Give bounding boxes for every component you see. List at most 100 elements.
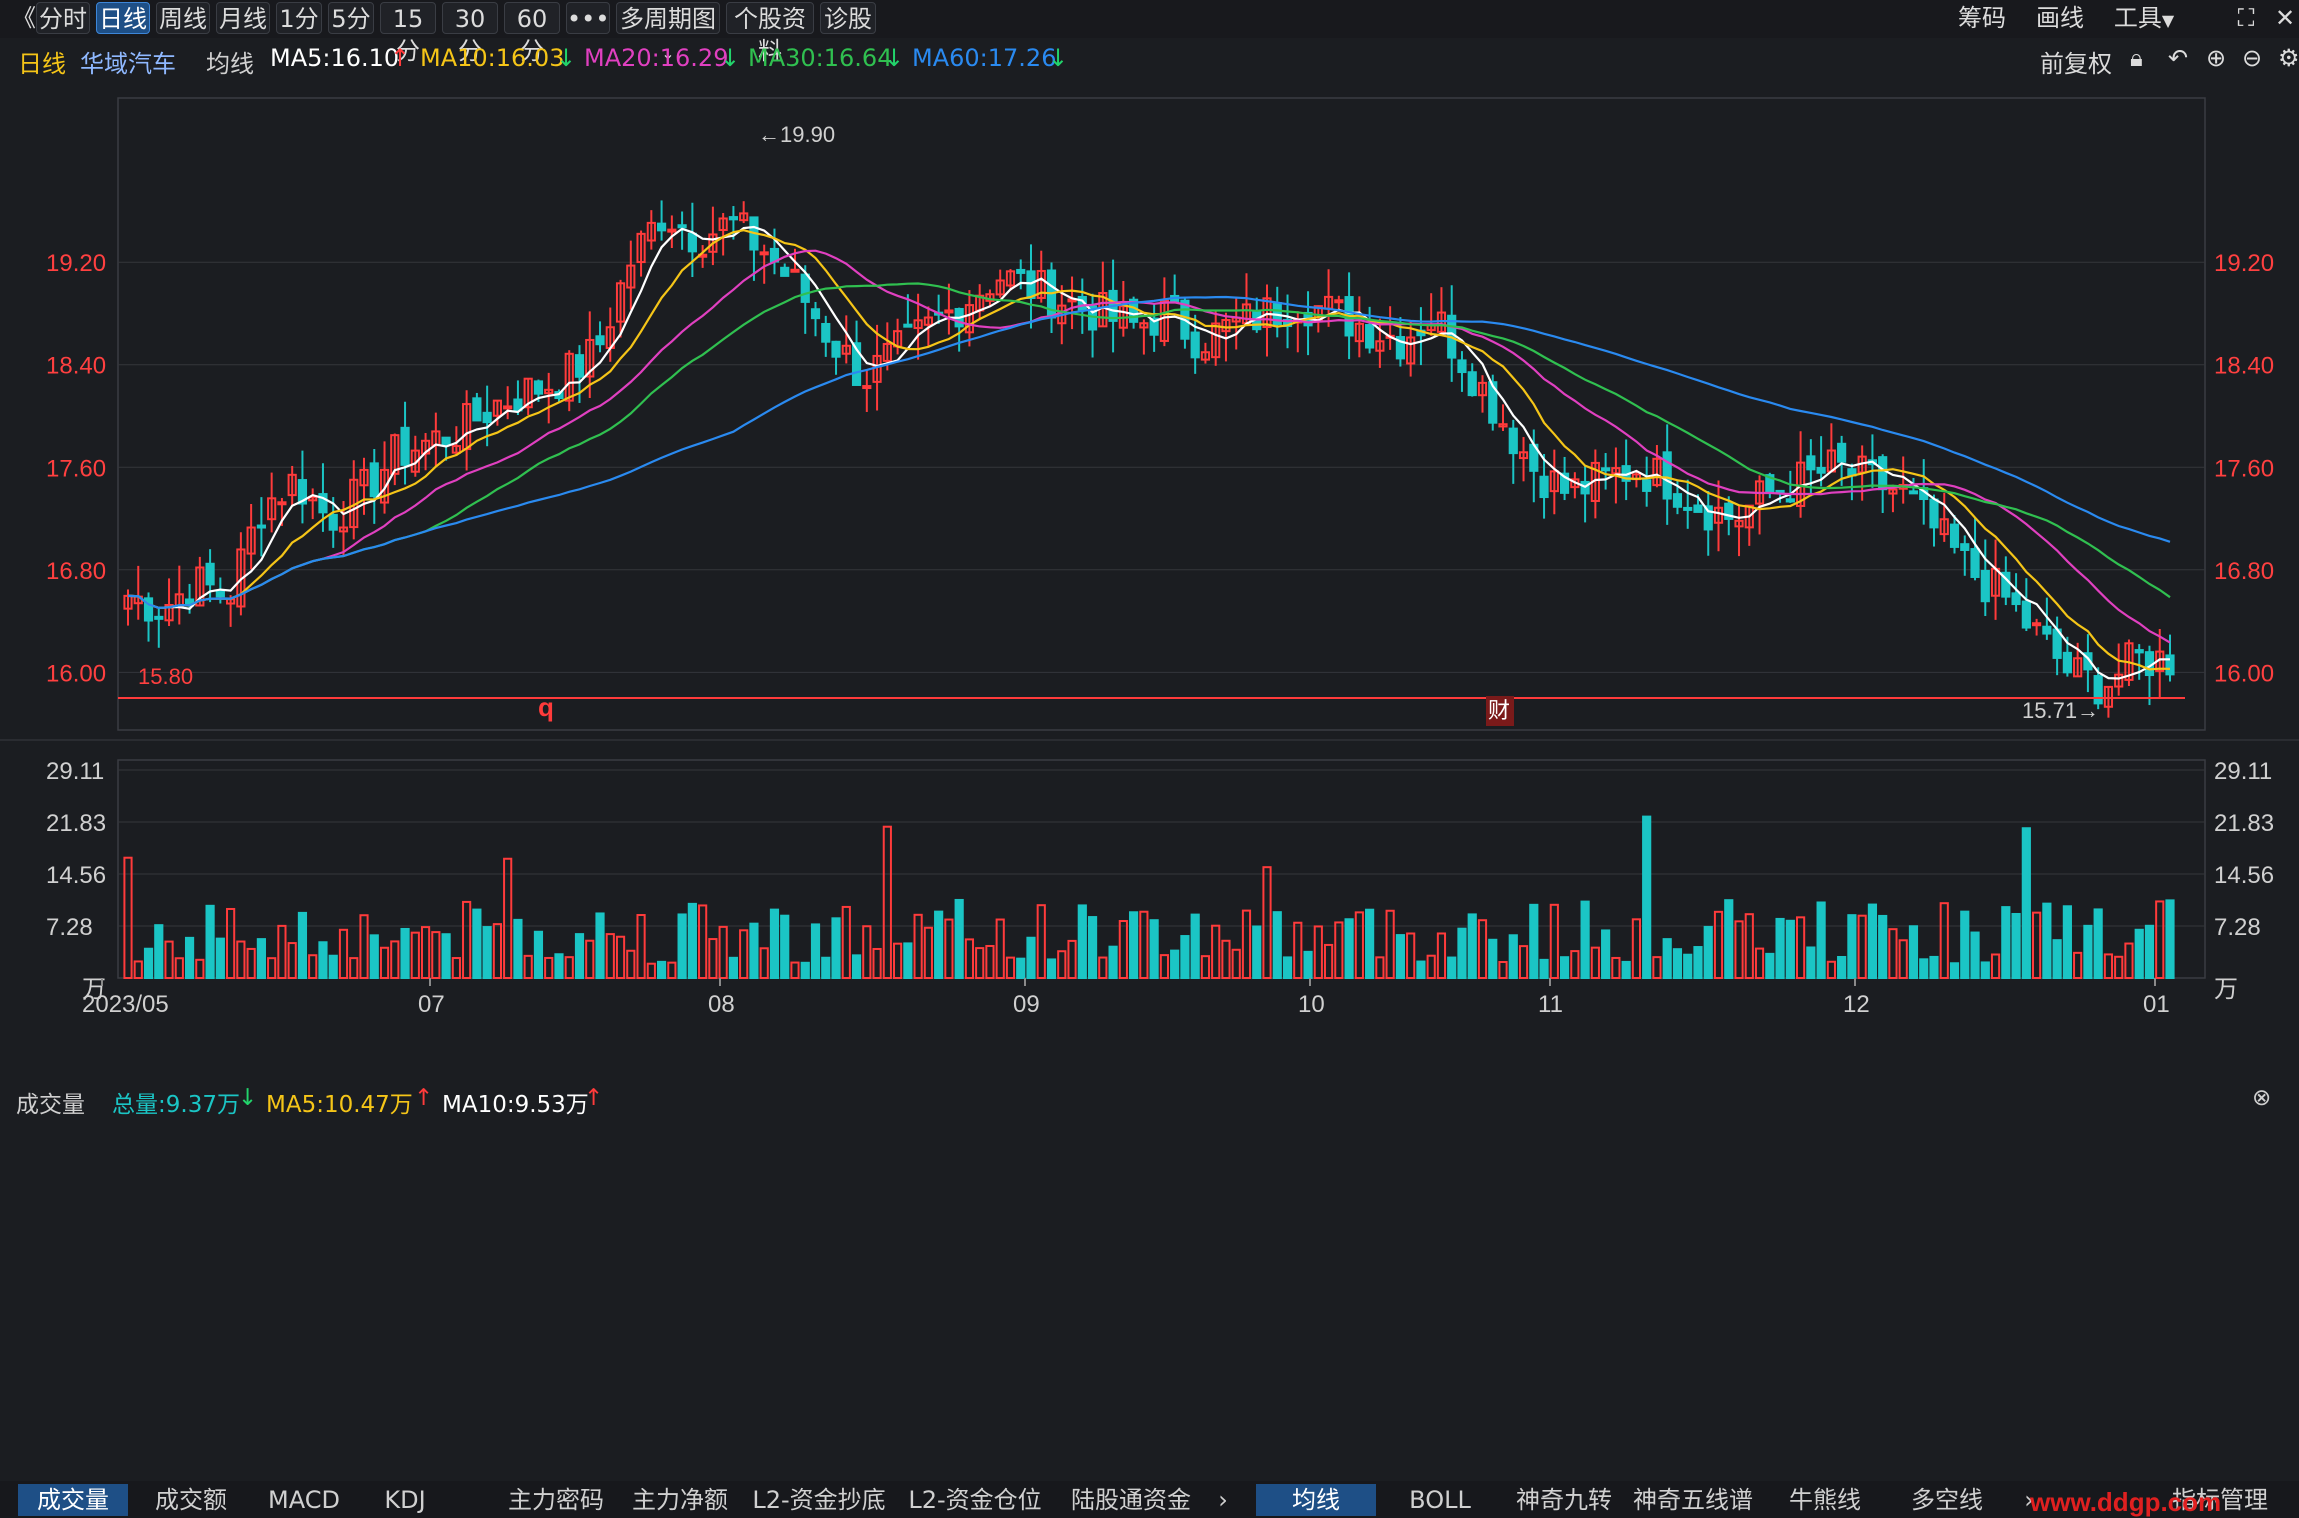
candle-body [154, 615, 164, 620]
tab-macd[interactable]: MACD [268, 1486, 340, 1514]
tab-l2-bottom[interactable]: L2-资金抄底 [752, 1486, 886, 1514]
chips-button[interactable]: 筹码 [1958, 4, 2006, 32]
zoom-in-icon[interactable]: ⊕ [2206, 44, 2227, 72]
tab-30min[interactable]: 30分 [442, 2, 498, 65]
tab-daily[interactable]: 日线 [96, 2, 150, 34]
candle-body [523, 377, 533, 409]
arrow-down-icon: ↓ [556, 44, 577, 72]
tab-weekly[interactable]: 周线 [156, 2, 210, 34]
candle-body [656, 222, 667, 232]
volume-total: 总量:9.37万 [112, 1092, 240, 1118]
tab-magic-five[interactable]: 神奇五线谱 [1633, 1486, 1753, 1514]
fullscreen-icon[interactable]: ⛶ [2237, 4, 2255, 32]
volume-bar [1262, 866, 1272, 979]
volume-bar [1837, 955, 1847, 979]
tab-main-code[interactable]: 主力密码 [508, 1486, 604, 1514]
volume-bar [205, 904, 215, 980]
tab-monthly[interactable]: 月线 [216, 2, 270, 34]
tab-fenshi[interactable]: 分时 [36, 2, 90, 34]
volume-bar [1744, 913, 1754, 980]
tab-ma[interactable]: 均线 [1256, 1484, 1376, 1516]
candle-body [1190, 331, 1200, 359]
tab-1min[interactable]: 1分 [276, 2, 322, 34]
tab-kdj[interactable]: KDJ [384, 1486, 426, 1514]
tab-boll[interactable]: BOLL [1409, 1486, 1471, 1514]
volume-tick-right: 万 [2214, 976, 2238, 1003]
tab-long-short[interactable]: 多空线 [1911, 1486, 1983, 1514]
candle-body [1724, 502, 1734, 520]
close-panel-icon[interactable]: ✕ [2274, 4, 2296, 32]
date-label: 01 [2143, 991, 2170, 1018]
candle-body [1929, 498, 1939, 529]
chevron-right-icon[interactable]: › [1218, 1486, 1228, 1514]
tab-indicator-manage[interactable]: 指标管理 [2172, 1486, 2268, 1514]
volume-bar [1241, 909, 1252, 979]
ma20-value: MA20:16.29 [584, 44, 729, 72]
volume-bar [821, 956, 831, 979]
tab-15min[interactable]: 15分 [380, 2, 436, 65]
tab-5min[interactable]: 5分 [328, 2, 374, 34]
date-label: 2023/05 [82, 991, 169, 1018]
tab-main-net[interactable]: 主力净额 [632, 1486, 728, 1514]
settings-icon[interactable]: ⚙ [2278, 44, 2299, 72]
close-circle-icon[interactable]: ⊗ [2252, 1085, 2272, 1111]
candlestick-chart[interactable]: 19.20 19.20 18.40 18.40 17.60 17.60 16.80 16.80… [0, 80, 2299, 1070]
adjust-dropdown[interactable]: 前复权 [2040, 50, 2112, 78]
tab-volume[interactable]: 成交量 [18, 1484, 128, 1516]
volume-title[interactable]: 成交量 [16, 1092, 85, 1118]
stock-name[interactable]: 华域汽车 [80, 50, 176, 78]
draw-line-button[interactable]: 画线 [2036, 4, 2084, 32]
tools-dropdown[interactable]: 工具▼ [2113, 4, 2175, 32]
candle-body [728, 216, 739, 221]
volume-bar [810, 923, 821, 980]
top-toolbar: 《 分时 日线 周线 月线 1分 5分 15分 30分 60分 ••• 多周期图… [0, 0, 2299, 65]
tab-l2-position[interactable]: L2-资金仓位 [908, 1486, 1042, 1514]
candle-body [328, 513, 338, 531]
candle-body [318, 493, 328, 514]
ma10-value: MA10:16.03 [420, 44, 565, 72]
more-button[interactable]: ••• [566, 2, 610, 34]
volume-bar [2093, 908, 2103, 979]
multi-period-dropdown[interactable]: 多周期图 ⌄ [616, 2, 720, 63]
chevron-right-icon[interactable]: › [2024, 1486, 2034, 1514]
candle-body [1960, 543, 1970, 551]
volume-bar [2073, 951, 2083, 979]
candle-body [1549, 470, 1559, 493]
candle-body [267, 497, 277, 521]
stock-info-button[interactable]: 个股资料 [726, 2, 814, 65]
tab-bull-bear[interactable]: 牛熊线 [1789, 1486, 1861, 1514]
volume-bar [1087, 916, 1098, 979]
volume-bar [1672, 948, 1683, 979]
candle-body [1375, 340, 1385, 352]
volume-bar [882, 825, 892, 979]
tab-turnover[interactable]: 成交额 [155, 1486, 227, 1514]
volume-bar [862, 925, 872, 979]
volume-bar [800, 961, 810, 980]
volume-bar [1488, 938, 1498, 980]
volume-bar [1621, 960, 1631, 980]
zoom-out-icon[interactable]: ⊖ [2242, 44, 2263, 72]
volume-bar [400, 927, 410, 979]
double-chevron-left-icon[interactable]: 《 [12, 4, 36, 32]
lock-icon[interactable]: 🔒︎ [2130, 44, 2143, 72]
tab-magic-nine[interactable]: 神奇九转 [1516, 1486, 1612, 1514]
tab-northbound[interactable]: 陆股通资金 [1071, 1486, 1191, 1514]
volume-bar [195, 958, 205, 980]
volume-bar [790, 961, 800, 979]
ma60-value: MA60:17.26 [912, 44, 1057, 72]
volume-bar [2052, 939, 2062, 979]
indicator-name[interactable]: 均线 [206, 50, 254, 78]
diagnose-button[interactable]: 诊股 [820, 2, 876, 34]
volume-bar [913, 913, 923, 979]
tab-60min[interactable]: 60分 [504, 2, 560, 65]
candle-body [1652, 457, 1662, 487]
candle-body [1734, 519, 1744, 528]
volume-bar [2124, 942, 2134, 979]
volume-bar [687, 902, 697, 980]
volume-bar [123, 856, 133, 979]
candle-body [359, 468, 369, 487]
candle-body [400, 426, 410, 466]
undo-icon[interactable]: ↶ [2168, 44, 2189, 72]
candle-body [2103, 685, 2114, 708]
candle-body [369, 462, 379, 498]
